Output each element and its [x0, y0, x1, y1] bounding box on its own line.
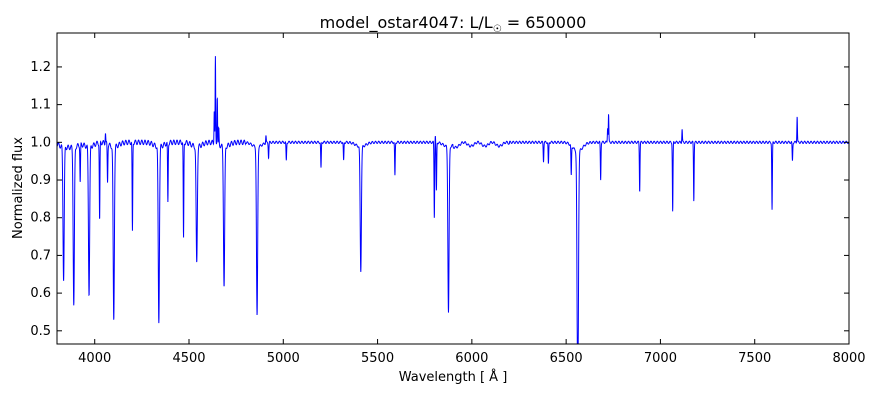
y-tick-label: 1.2 [30, 60, 51, 75]
x-tick-label: 7500 [738, 351, 771, 366]
x-tick-label: 4500 [172, 351, 205, 366]
spectrum-series [56, 56, 850, 345]
x-tick-label: 6000 [455, 351, 488, 366]
y-tick-label: 0.6 [30, 286, 51, 301]
y-tick-label: 0.7 [30, 248, 51, 263]
x-axis-label: Wavelength [ Å ] [399, 369, 508, 385]
y-tick-label: 1.0 [30, 135, 51, 150]
x-tick-label: 5500 [361, 351, 394, 366]
x-tick-label: 7000 [644, 351, 677, 366]
plot-frame [56, 32, 850, 345]
x-tick-label: 6500 [550, 351, 583, 366]
y-axis: 0.5 0.6 0.7 0.8 0.9 1.0 1.1 1.2 [30, 60, 849, 339]
chart-title-main: model_ostar4047: L/L [320, 13, 493, 33]
x-tick-label: 8000 [832, 351, 865, 366]
y-tick-label: 1.1 [30, 98, 51, 113]
y-tick-label: 0.9 [30, 173, 51, 188]
y-tick-label: 0.5 [30, 324, 51, 339]
chart-title: model_ostar4047: L/L☉ = 650000 [320, 13, 587, 35]
y-tick-label: 0.8 [30, 211, 51, 226]
chart-title-symbol: ☉ [493, 24, 502, 35]
chart-title-suffix: = 650000 [502, 13, 587, 32]
x-tick-label: 4000 [78, 351, 111, 366]
y-axis-label: Normalized flux [11, 137, 26, 239]
x-tick-label: 5000 [267, 351, 300, 366]
x-axis: 4000 4500 5000 5500 6000 6500 7000 7500 8000 [78, 33, 866, 366]
spectrum-line [56, 56, 850, 345]
